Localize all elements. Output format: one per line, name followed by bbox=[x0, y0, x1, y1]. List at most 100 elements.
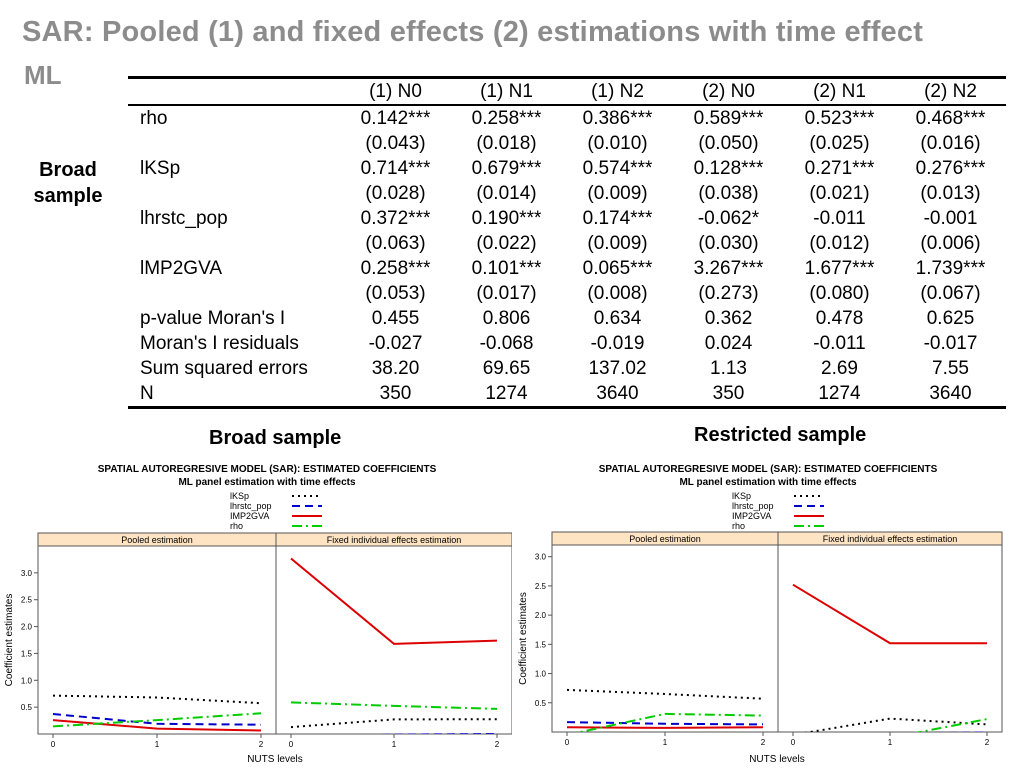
table-row: (0.053) (0.017) (0.008) (0.273) (0.080) (0.06… bbox=[128, 281, 1006, 306]
panel-frame bbox=[777, 544, 1003, 733]
table-cell: -0.011 bbox=[813, 208, 866, 229]
table-cell: 1274 bbox=[451, 381, 562, 409]
x-tick-label: 0 bbox=[289, 740, 294, 749]
y-tick-label: 2.5 bbox=[535, 582, 547, 591]
panel-strip-label: Pooled estimation bbox=[629, 534, 701, 544]
table-cell: 350 bbox=[673, 381, 784, 409]
panel-title-restricted: Restricted sample bbox=[694, 424, 867, 446]
table-cell: 0.714*** bbox=[360, 158, 431, 179]
side-label-broad-sample: Broad sample bbox=[33, 159, 103, 207]
legend-label: lKSp bbox=[230, 491, 249, 501]
table-row: lhrstc_pop 0.372*** 0.190*** 0.174*** -0.062… bbox=[128, 206, 1006, 231]
series-line-imp2gva bbox=[566, 726, 764, 729]
table-cell: 0.142*** bbox=[360, 108, 431, 129]
table-cell: 0.024 bbox=[704, 333, 753, 354]
table-row: (0.043) (0.018) (0.010) (0.050) (0.025) (0.01… bbox=[128, 131, 1006, 156]
row-label: Sum squared errors bbox=[140, 358, 308, 379]
table-cell: (0.043) bbox=[365, 133, 426, 154]
panel-title-broad: Broad sample bbox=[209, 427, 342, 449]
chart-subtitle: ML panel estimation with time effects bbox=[679, 477, 857, 488]
series-line-lksp bbox=[290, 718, 498, 729]
legend-label: lhrstc_pop bbox=[732, 501, 774, 511]
table-cell: (0.010) bbox=[587, 133, 648, 154]
table-cell: 1.677*** bbox=[804, 258, 875, 279]
table-cell: 0.455 bbox=[371, 308, 420, 329]
table-cell: -0.027 bbox=[368, 333, 423, 354]
table-cell: (0.030) bbox=[698, 233, 759, 254]
table-cell: 3640 bbox=[895, 381, 1006, 409]
table-cell: (0.016) bbox=[920, 133, 981, 154]
series-line-lksp bbox=[566, 688, 764, 700]
table-cell: 38.20 bbox=[371, 358, 420, 379]
table-cell: (0.022) bbox=[476, 233, 537, 254]
row-label: Moran's I residuals bbox=[140, 333, 299, 354]
table-row: (0.063) (0.022) (0.009) (0.030) (0.012) (0.00… bbox=[128, 231, 1006, 256]
table-cell: (0.080) bbox=[809, 283, 870, 304]
x-tick-label: 0 bbox=[51, 740, 56, 749]
table-cell: 137.02 bbox=[588, 358, 647, 379]
table-cell: 1274 bbox=[784, 381, 895, 409]
table-column-header: (1) N1 bbox=[451, 76, 562, 106]
row-label bbox=[128, 281, 340, 306]
panel-strip-label: Fixed individual effects estimation bbox=[327, 535, 461, 545]
table-cell: 1.13 bbox=[710, 358, 747, 379]
table-cell: 2.69 bbox=[821, 358, 858, 379]
table-row: p-value Moran's I 0.455 0.806 0.634 0.362 0.4… bbox=[128, 306, 1006, 331]
table-cell: (0.013) bbox=[920, 183, 981, 204]
table-cell: 0.806 bbox=[482, 308, 531, 329]
table-row: rho 0.142*** 0.258*** 0.386*** 0.589*** 0.523… bbox=[128, 105, 1006, 131]
chart-title: SPATIAL AUTOREGRESIVE MODEL (SAR): ESTIM… bbox=[98, 464, 437, 475]
panel-frame bbox=[37, 545, 277, 735]
y-tick-label: 0.5 bbox=[535, 699, 547, 708]
x-tick-label: 1 bbox=[888, 738, 893, 747]
table-cell: -0.011 bbox=[813, 333, 866, 354]
table-cell: (0.009) bbox=[587, 233, 648, 254]
table-cell: (0.017) bbox=[476, 283, 537, 304]
table-column-header: (2) N0 bbox=[673, 76, 784, 106]
table-cell: 0.372*** bbox=[360, 208, 431, 229]
table-cell: (0.009) bbox=[587, 183, 648, 204]
row-label: lKSp bbox=[140, 158, 181, 179]
x-tick-label: 1 bbox=[392, 740, 397, 749]
table-cell: (0.025) bbox=[809, 133, 870, 154]
y-tick-label: 2.5 bbox=[21, 596, 33, 605]
series-line-rho bbox=[575, 712, 764, 732]
y-tick-label: 1.5 bbox=[21, 649, 33, 658]
x-axis-label: NUTS levels bbox=[749, 754, 805, 765]
table-cell: (0.012) bbox=[809, 233, 870, 254]
series-line-rho bbox=[290, 701, 498, 710]
panel-frame bbox=[551, 544, 779, 733]
table-cell: 3640 bbox=[562, 381, 673, 409]
table-cell: 0.523*** bbox=[804, 108, 875, 129]
slide-title: SAR: Pooled (1) and fixed effects (2) es… bbox=[22, 16, 924, 48]
table-cell: (0.067) bbox=[920, 283, 981, 304]
table-cell: 0.574*** bbox=[582, 158, 653, 179]
chart-title: SPATIAL AUTOREGRESIVE MODEL (SAR): ESTIM… bbox=[599, 464, 938, 475]
row-label: p-value Moran's I bbox=[140, 308, 286, 329]
y-tick-label: 1.0 bbox=[21, 676, 33, 685]
table-cell: (0.006) bbox=[920, 233, 981, 254]
broad-sample-chart: SPATIAL AUTOREGRESIVE MODEL (SAR): ESTIM… bbox=[0, 458, 513, 768]
x-axis-label: NUTS levels bbox=[247, 754, 303, 765]
table-cell: -0.019 bbox=[590, 333, 645, 354]
y-axis-label: Coefficient estimates bbox=[4, 594, 15, 687]
table-cell: 0.634 bbox=[593, 308, 642, 329]
table-column-header: (1) N2 bbox=[562, 76, 673, 106]
series-line-rho bbox=[52, 712, 262, 728]
table-cell: 0.065*** bbox=[582, 258, 653, 279]
table-cell: 0.190*** bbox=[471, 208, 542, 229]
table-row: (0.028) (0.014) (0.009) (0.038) (0.021) (0.01… bbox=[128, 181, 1006, 206]
legend-label: rho bbox=[230, 521, 243, 531]
row-label: lMP2GVA bbox=[140, 258, 223, 279]
table-cell: (0.038) bbox=[698, 183, 759, 204]
table-cell: 0.679*** bbox=[471, 158, 542, 179]
series-line-imp2gva bbox=[52, 719, 262, 732]
table-cell: 0.174*** bbox=[582, 208, 653, 229]
y-tick-label: 2.0 bbox=[21, 623, 33, 632]
table-cell: 3.267*** bbox=[693, 258, 764, 279]
table-cell: 0.128*** bbox=[693, 158, 764, 179]
x-tick-label: 2 bbox=[985, 738, 990, 747]
table-cell: -0.001 bbox=[923, 208, 978, 229]
table-cell: -0.017 bbox=[923, 333, 978, 354]
table-row: N 350 1274 3640 350 1274 3640 bbox=[128, 381, 1006, 409]
